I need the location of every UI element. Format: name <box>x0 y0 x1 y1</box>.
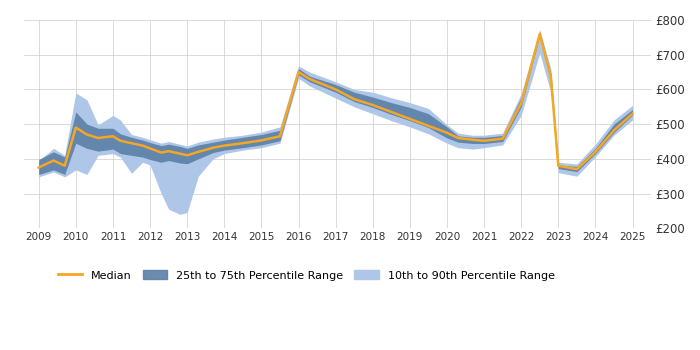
Legend: Median, 25th to 75th Percentile Range, 10th to 90th Percentile Range: Median, 25th to 75th Percentile Range, 1… <box>53 266 559 285</box>
